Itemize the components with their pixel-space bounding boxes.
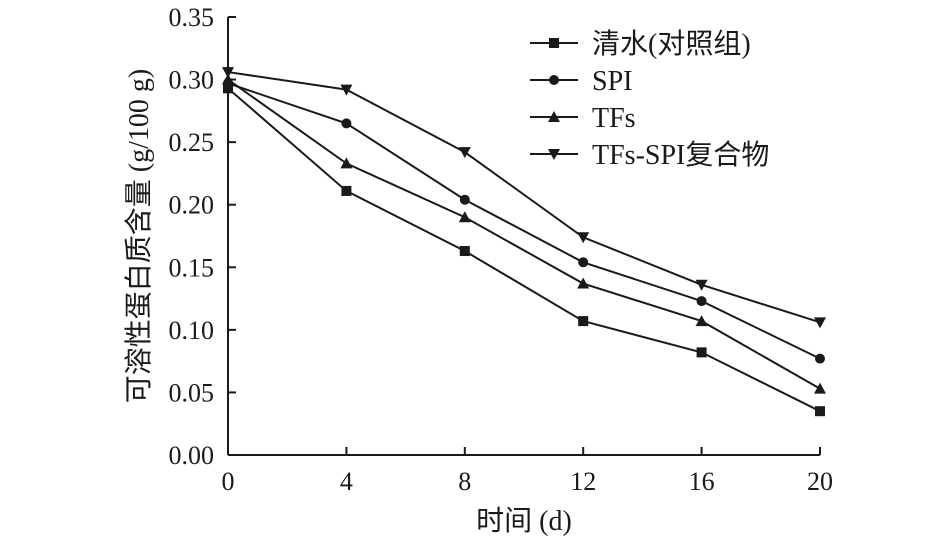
- y-tick-label: 0.25: [169, 128, 215, 157]
- legend-marker: [548, 111, 560, 122]
- data-point: [695, 315, 708, 327]
- legend-marker: [549, 38, 559, 48]
- data-point: [222, 67, 234, 79]
- y-tick-label: 0.35: [169, 3, 215, 32]
- series-2: [223, 78, 825, 364]
- x-axis-title: 时间 (d): [476, 505, 572, 537]
- series-4: [222, 67, 826, 329]
- legend-item: SPI: [530, 66, 632, 97]
- legend-item: TFs-SPI复合物: [530, 139, 769, 171]
- data-point: [458, 211, 471, 223]
- x-tick-label: 4: [340, 467, 353, 496]
- legend-item: 清水(对照组): [530, 28, 751, 60]
- x-ticks: 0 4 8 12 16 20: [222, 447, 833, 496]
- data-point: [458, 147, 471, 159]
- data-point: [696, 347, 707, 358]
- x-tick-label: 16: [689, 467, 715, 496]
- legend-label: TFs-SPI复合物: [592, 139, 769, 171]
- data-point: [577, 277, 590, 289]
- data-point: [222, 73, 234, 85]
- legend-marker: [548, 149, 560, 160]
- series-line: [227, 82, 821, 360]
- data-point: [815, 353, 825, 364]
- legend-item: TFs: [530, 103, 636, 134]
- data-point: [223, 83, 233, 94]
- y-tick-label: 0.10: [169, 316, 215, 345]
- series-line: [227, 87, 821, 413]
- data-point: [696, 296, 707, 307]
- data-point: [340, 157, 353, 169]
- series-3: [222, 73, 826, 394]
- y-tick-label: 0.20: [169, 191, 215, 220]
- data-point: [577, 232, 590, 244]
- x-tick-label: 0: [222, 467, 235, 496]
- data-point: [814, 382, 826, 394]
- legend-label: SPI: [592, 66, 632, 97]
- y-axis-title: 可溶性蛋白质含量 (g/100 g): [123, 69, 155, 403]
- y-tick-label: 0.30: [169, 66, 215, 95]
- data-point: [695, 279, 708, 291]
- y-tick-label: 0.05: [169, 378, 215, 407]
- data-point: [459, 246, 470, 257]
- y-tick-label: 0.15: [169, 253, 215, 282]
- data-point: [578, 316, 589, 327]
- legend-label: TFs: [592, 103, 636, 134]
- data-point: [814, 317, 826, 329]
- series-line: [227, 78, 821, 390]
- data-point: [459, 194, 470, 205]
- series-1: [223, 83, 825, 417]
- series-line: [227, 71, 821, 324]
- data-point: [578, 257, 589, 268]
- legend: 清水(对照组) SPI TFs TFs-SPI复合物: [530, 28, 769, 171]
- x-tick-label: 8: [458, 467, 471, 496]
- x-tick-label: 20: [807, 467, 833, 496]
- legend-label: 清水(对照组): [592, 28, 751, 60]
- x-tick-label: 12: [570, 467, 596, 496]
- data-point: [815, 406, 825, 417]
- axes: [227, 17, 820, 456]
- y-ticks: 0.00 0.05 0.10 0.15 0.20 0.25 0.30 0.35: [169, 3, 236, 470]
- series-layer: [222, 67, 826, 417]
- legend-marker: [549, 75, 559, 85]
- data-point: [340, 84, 353, 96]
- data-point: [341, 118, 352, 129]
- data-point: [341, 185, 352, 196]
- y-tick-label: 0.00: [169, 441, 215, 470]
